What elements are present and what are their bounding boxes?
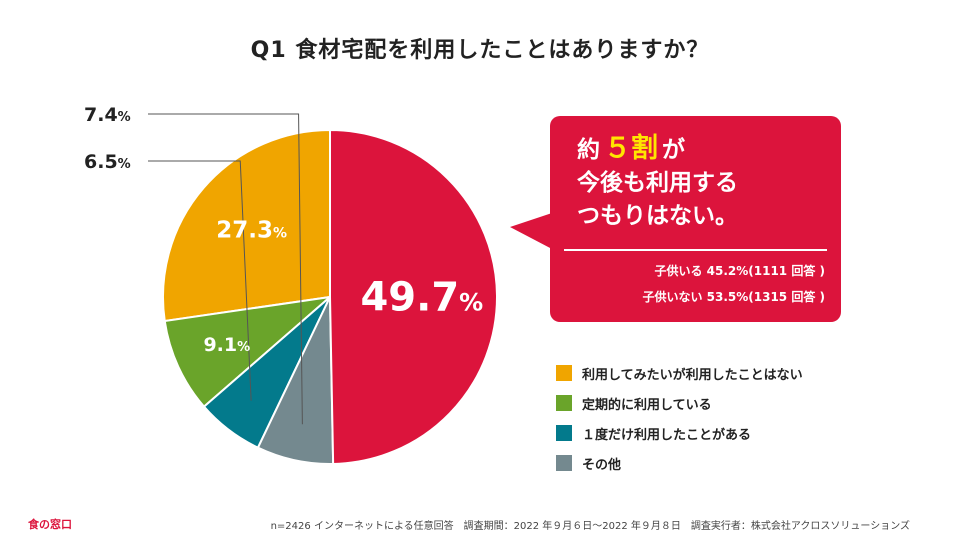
brand-logo: 食の窓口 — [28, 518, 72, 531]
survey-note: n=2426 インターネットによる任意回答 調査期間：2022 年９月６日～20… — [270, 521, 910, 532]
leader-line — [148, 160, 252, 401]
pie-slice — [162, 128, 331, 323]
callout-box: 約 ５割が 今後も利用する つもりはない。 子供いる 45.2%(1111 回答 … — [550, 116, 841, 322]
slice-value-label: 27.3% — [216, 218, 287, 244]
legend-item: 定期的に利用している — [556, 388, 803, 418]
legend-label: 利用してみたいが利用したことはない — [582, 367, 803, 383]
callout-divider — [564, 249, 827, 251]
legend-item: １度だけ利用したことがある — [556, 418, 803, 448]
slice-value-label: 9.1% — [203, 334, 250, 356]
callout-line3: つもりはない。 — [577, 203, 738, 229]
chart-title: Q1 食材宅配を利用したことはありますか？ — [250, 38, 710, 63]
legend-swatch — [556, 395, 572, 411]
callout-line2: 今後も利用する — [577, 170, 738, 196]
callout-suffix: が — [662, 137, 685, 163]
pie-slice — [329, 128, 498, 465]
callout-highlight: ５割 — [604, 133, 658, 164]
callout-prefix: 約 — [577, 137, 600, 163]
slice-value-label: 6.5% — [84, 151, 131, 173]
legend-swatch — [556, 425, 572, 441]
callout-headline: 約 ５割が 今後も利用する つもりはない。 — [577, 132, 738, 233]
legend-label: １度だけ利用したことがある — [582, 427, 752, 443]
legend-item: その他 — [556, 448, 803, 478]
callout-sub-with-children: 子供いる 45.2%(1111 回答 ) — [654, 264, 825, 278]
slice-value-label: 49.7% — [360, 275, 483, 321]
legend-label: 定期的に利用している — [582, 397, 712, 413]
callout-sub-without-children: 子供いない 53.5%(1315 回答 ) — [642, 290, 825, 304]
legend-label: その他 — [582, 457, 622, 473]
legend-item: 利用してみたいが利用したことはない — [556, 358, 803, 388]
legend-swatch — [556, 365, 572, 381]
pie-slice — [163, 295, 334, 409]
leader-line — [148, 113, 303, 425]
legend-swatch — [556, 455, 572, 471]
legend: 利用してみたいが利用したことはない 定期的に利用している １度だけ利用したことが… — [556, 358, 803, 478]
callout-pointer — [510, 213, 552, 249]
slice-value-label: 7.4% — [84, 104, 131, 126]
